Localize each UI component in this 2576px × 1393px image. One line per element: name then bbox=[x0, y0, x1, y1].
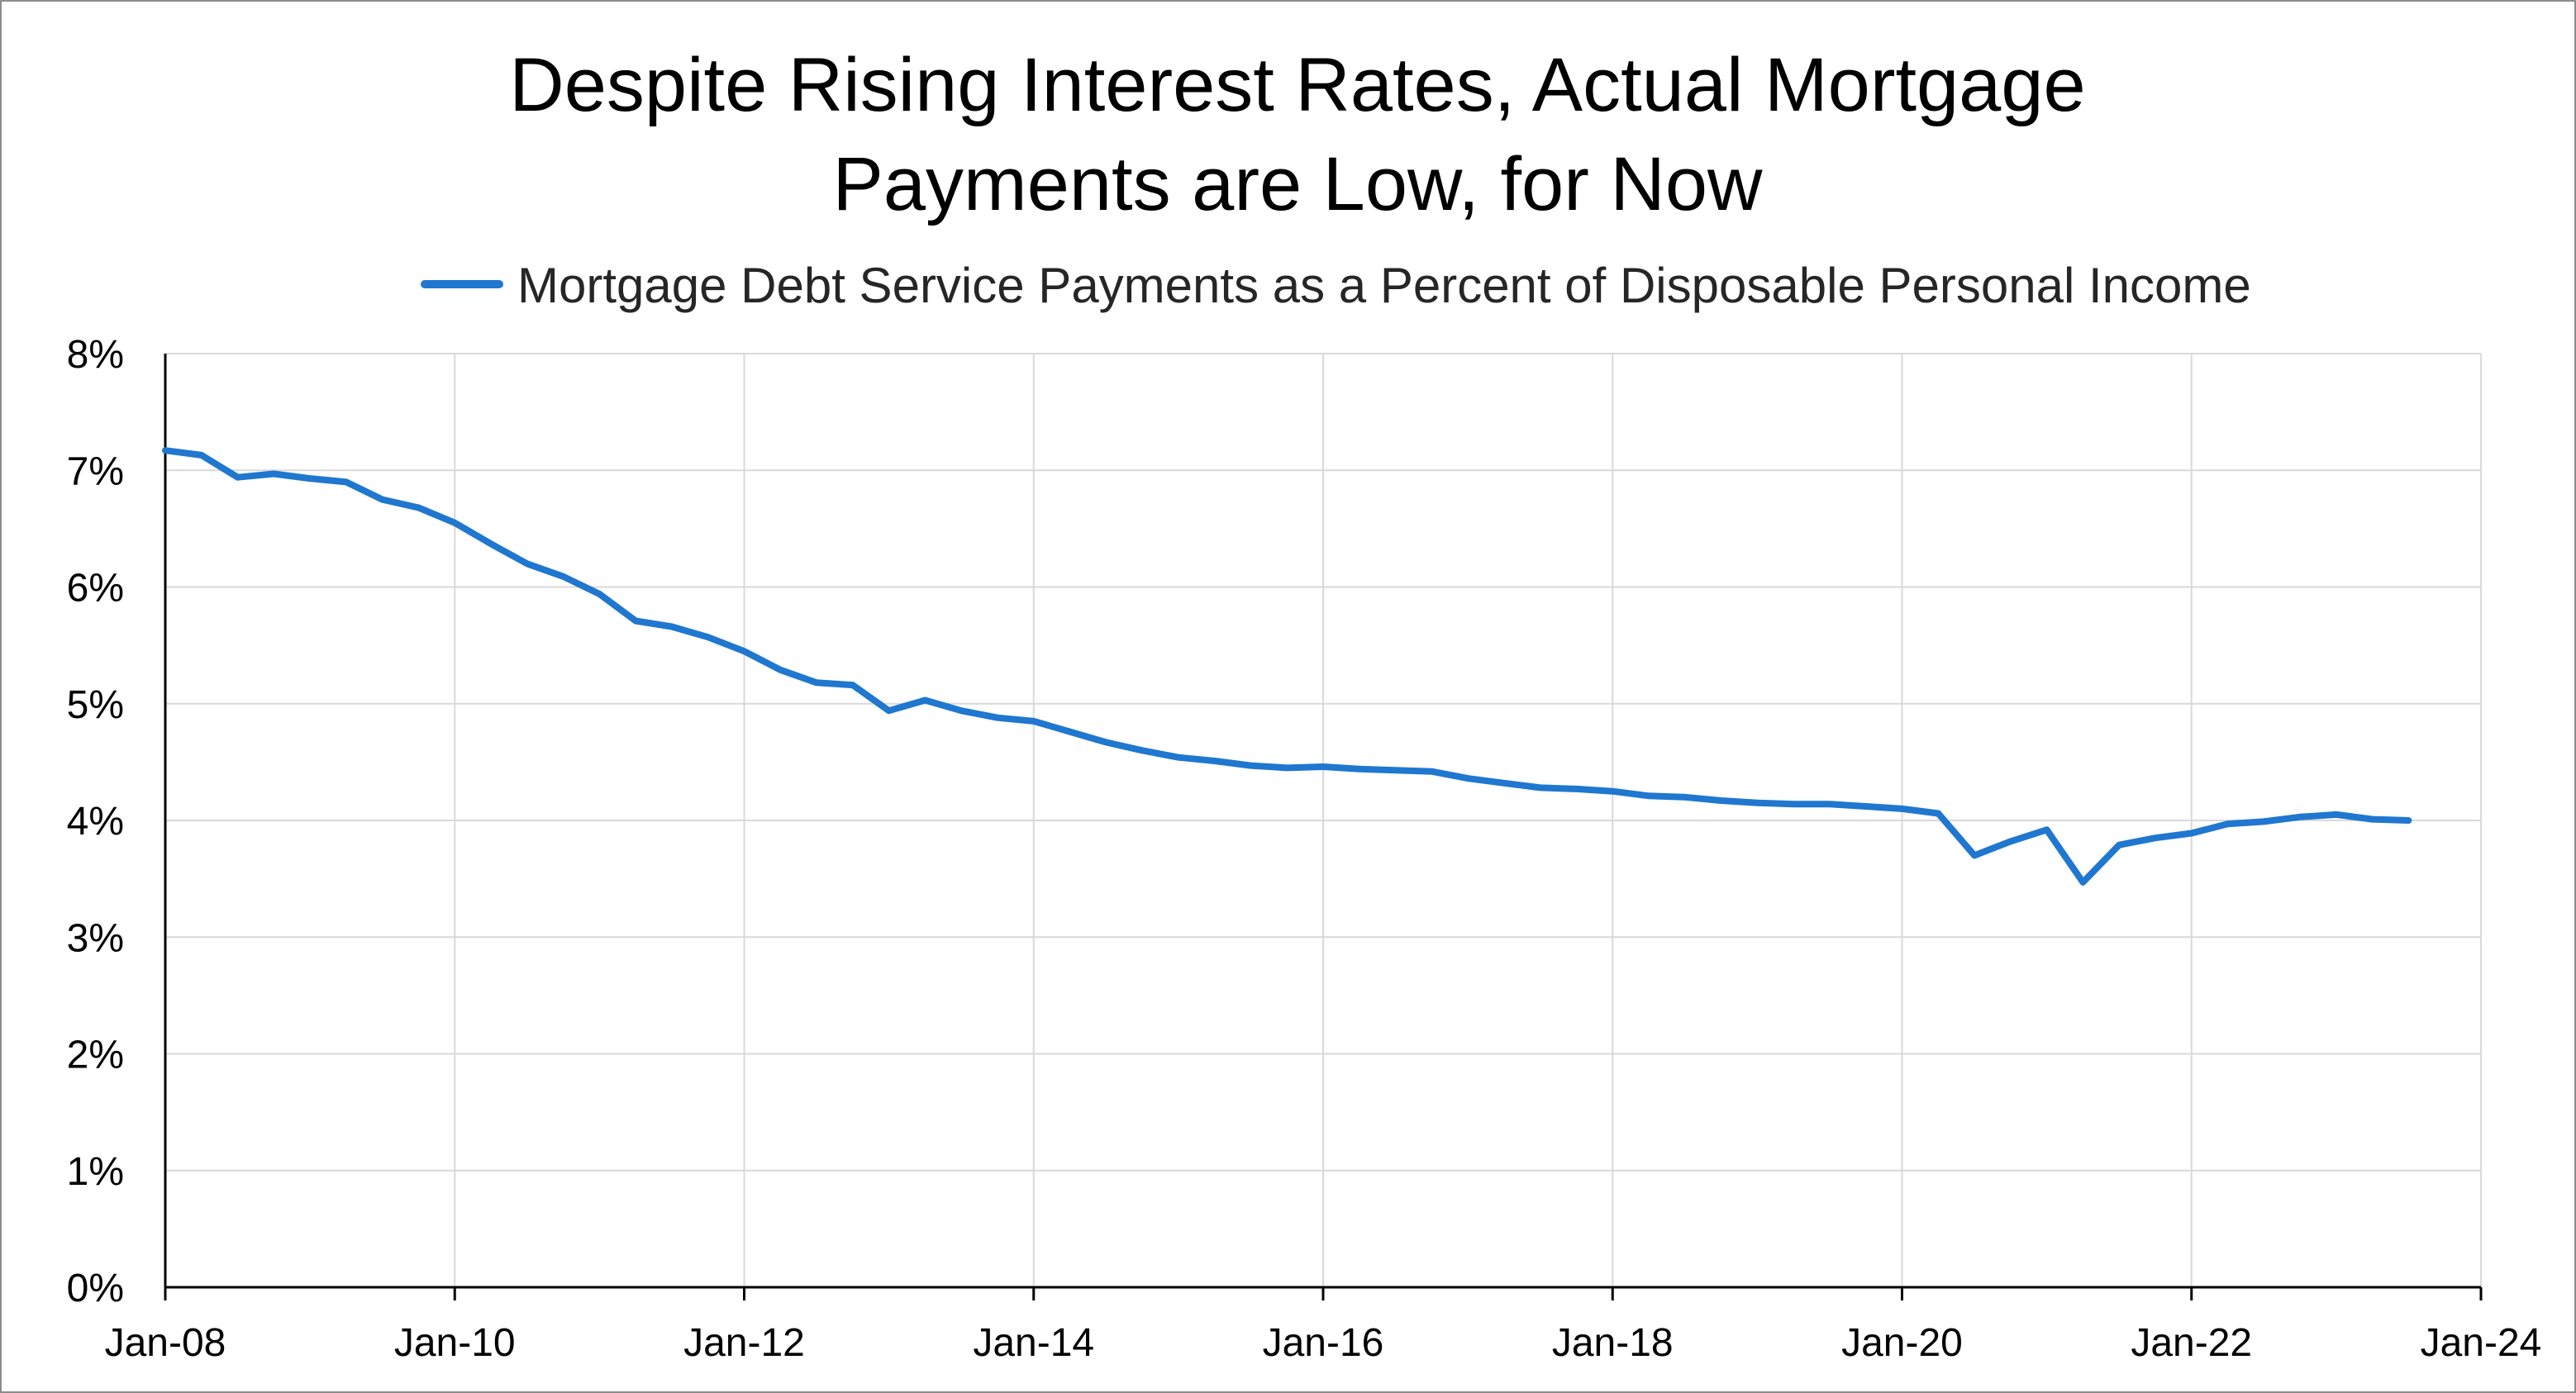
x-tick-label: Jan-10 bbox=[394, 1321, 516, 1365]
x-tick-label: Jan-20 bbox=[1841, 1321, 1963, 1365]
x-tick-label: Jan-18 bbox=[1552, 1321, 1674, 1365]
y-tick-label: 2% bbox=[67, 1034, 124, 1077]
series-line bbox=[162, 447, 2412, 886]
y-tick-label: 8% bbox=[67, 333, 124, 377]
gridlines bbox=[165, 353, 2482, 1287]
y-tick-label: 6% bbox=[67, 567, 124, 611]
data-series bbox=[162, 447, 2412, 886]
legend: Mortgage Debt Service Payments as a Perc… bbox=[421, 258, 2251, 313]
x-tick-label: Jan-08 bbox=[105, 1321, 226, 1365]
chart-title-line-2: Payments are Low, for Now bbox=[833, 142, 1763, 226]
x-tick-label: Jan-14 bbox=[973, 1321, 1094, 1365]
x-tick-label: Jan-24 bbox=[2421, 1321, 2542, 1365]
legend-label: Mortgage Debt Service Payments as a Perc… bbox=[517, 258, 2251, 313]
chart-title-line-1: Despite Rising Interest Rates, Actual Mo… bbox=[509, 43, 2085, 127]
y-tick-label: 3% bbox=[67, 916, 124, 960]
y-tick-label: 0% bbox=[67, 1267, 124, 1310]
y-tick-label: 4% bbox=[67, 800, 124, 844]
x-axis-ticks: Jan-08 Jan-10 Jan-12 Jan-14 Jan-16 Jan-18 Jan-… bbox=[105, 1321, 2542, 1365]
x-tick-label: Jan-16 bbox=[1263, 1321, 1384, 1365]
y-axis-ticks: 0% 1% 2% 3% 4% 5% 6% 7% 8% bbox=[67, 333, 124, 1310]
x-tick-label: Jan-12 bbox=[683, 1321, 805, 1365]
y-tick-label: 7% bbox=[67, 449, 124, 493]
y-tick-label: 1% bbox=[67, 1150, 124, 1194]
chart-title: Despite Rising Interest Rates, Actual Mo… bbox=[509, 43, 2085, 226]
axes bbox=[164, 354, 2483, 1300]
y-tick-label: 5% bbox=[67, 683, 124, 727]
x-tick-label: Jan-22 bbox=[2131, 1321, 2252, 1365]
